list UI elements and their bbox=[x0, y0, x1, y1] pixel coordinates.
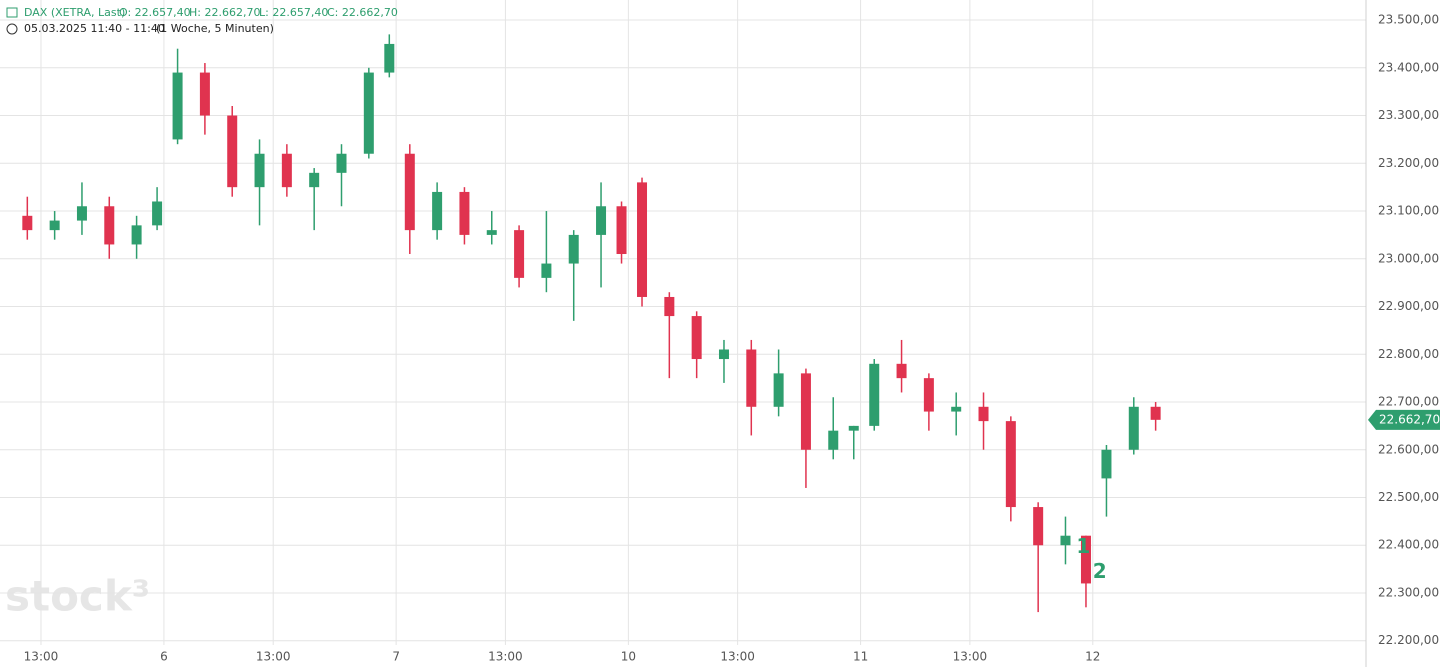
ohlc-close: C: 22.662,70 bbox=[327, 6, 398, 19]
y-tick-label: 23.500,00 bbox=[1378, 13, 1439, 27]
candle-body bbox=[637, 182, 648, 297]
candle-body bbox=[896, 363, 907, 379]
x-tick-label: 13:00 bbox=[256, 650, 291, 664]
candle-body bbox=[664, 296, 675, 317]
candle-body bbox=[1150, 406, 1161, 420]
candle-body bbox=[309, 172, 320, 188]
candle-body bbox=[404, 153, 415, 231]
annotation: 2 bbox=[1093, 559, 1107, 583]
clock-icon bbox=[6, 23, 18, 35]
period: (1 Woche, 5 Minuten) bbox=[156, 22, 274, 35]
y-tick-label: 22.200,00 bbox=[1378, 633, 1439, 647]
candle-body bbox=[1080, 535, 1091, 584]
candle-body bbox=[1060, 535, 1071, 546]
candle-body bbox=[49, 220, 60, 231]
y-tick-label: 22.800,00 bbox=[1378, 347, 1439, 361]
candle-body bbox=[199, 72, 210, 116]
x-tick-label: 13:00 bbox=[720, 650, 755, 664]
candle-body bbox=[1005, 421, 1016, 508]
ohlc-low: L: 22.657,40 bbox=[259, 6, 328, 19]
candle-body bbox=[432, 191, 443, 231]
candle-body bbox=[978, 406, 989, 422]
candle-body bbox=[1033, 507, 1044, 546]
y-tick-label: 23.300,00 bbox=[1378, 108, 1439, 122]
candle-body bbox=[384, 43, 395, 73]
plot bbox=[0, 0, 1366, 645]
price-tag-label: 22.662,70 bbox=[1379, 412, 1440, 426]
y-tick-label: 22.400,00 bbox=[1378, 538, 1439, 552]
ohlc-open: O: 22.657,40 bbox=[119, 6, 191, 19]
candle-body bbox=[281, 153, 292, 188]
x-tick-label: 13:00 bbox=[24, 650, 59, 664]
annotation: 1 bbox=[1076, 534, 1090, 558]
x-tick-label: 12 bbox=[1085, 650, 1100, 664]
x-tick-label: 13:00 bbox=[488, 650, 523, 664]
time: 05.03.2025 11:40 - 11:40 bbox=[24, 22, 165, 35]
ohlc-high: H: 22.662,70 bbox=[189, 6, 260, 19]
y-tick-label: 22.700,00 bbox=[1378, 395, 1439, 409]
x-tick-label: 10 bbox=[621, 650, 636, 664]
y-tick-label: 23.400,00 bbox=[1378, 60, 1439, 74]
candle-body bbox=[541, 263, 552, 278]
candle-body bbox=[172, 72, 183, 140]
candle-body bbox=[227, 115, 238, 188]
candle-body bbox=[363, 72, 374, 154]
y-tick-label: 23.000,00 bbox=[1378, 251, 1439, 265]
candle-body bbox=[746, 349, 757, 407]
candle-body bbox=[596, 206, 607, 235]
candle-body bbox=[1128, 406, 1139, 450]
candle-body bbox=[104, 206, 115, 245]
candle-body bbox=[923, 378, 934, 412]
candle-body bbox=[869, 363, 880, 426]
x-tick-label: 6 bbox=[160, 650, 168, 664]
candle-body bbox=[22, 215, 33, 231]
candle-body bbox=[1101, 449, 1112, 479]
candle-body bbox=[459, 191, 470, 235]
x-tick-label: 11 bbox=[853, 650, 868, 664]
candle-body bbox=[568, 234, 579, 264]
price-tag bbox=[1368, 409, 1440, 430]
candle-body bbox=[131, 225, 142, 245]
candle-body bbox=[616, 206, 627, 255]
candle-body bbox=[718, 349, 729, 360]
candle-body bbox=[254, 153, 265, 188]
y-tick-label: 22.300,00 bbox=[1378, 585, 1439, 599]
candle-body bbox=[152, 201, 163, 226]
y-tick-label: 23.100,00 bbox=[1378, 204, 1439, 218]
x-tick-label: 13:00 bbox=[953, 650, 988, 664]
icon bbox=[6, 7, 18, 18]
candle-body bbox=[486, 230, 497, 235]
candle-body bbox=[514, 230, 525, 278]
candle-body bbox=[800, 373, 811, 450]
candle-body bbox=[691, 316, 702, 360]
candle-body bbox=[336, 153, 347, 173]
candle-body bbox=[773, 373, 784, 407]
y-tick-label: 22.900,00 bbox=[1378, 299, 1439, 313]
instrument: DAX (XETRA, Last) bbox=[24, 6, 125, 19]
y-tick-label: 22.500,00 bbox=[1378, 490, 1439, 504]
candle-body bbox=[848, 425, 859, 431]
x-tick-label: 7 bbox=[392, 650, 400, 664]
y-tick-label: 23.200,00 bbox=[1378, 156, 1439, 170]
watermark: stock³ bbox=[5, 572, 150, 621]
candle-body bbox=[951, 406, 962, 412]
candle-body bbox=[76, 206, 87, 221]
y-tick-label: 22.600,00 bbox=[1378, 442, 1439, 456]
header: DAX (XETRA, Last) O: 22.657,40 H: 22.662… bbox=[6, 6, 398, 35]
candle-body bbox=[828, 430, 839, 450]
